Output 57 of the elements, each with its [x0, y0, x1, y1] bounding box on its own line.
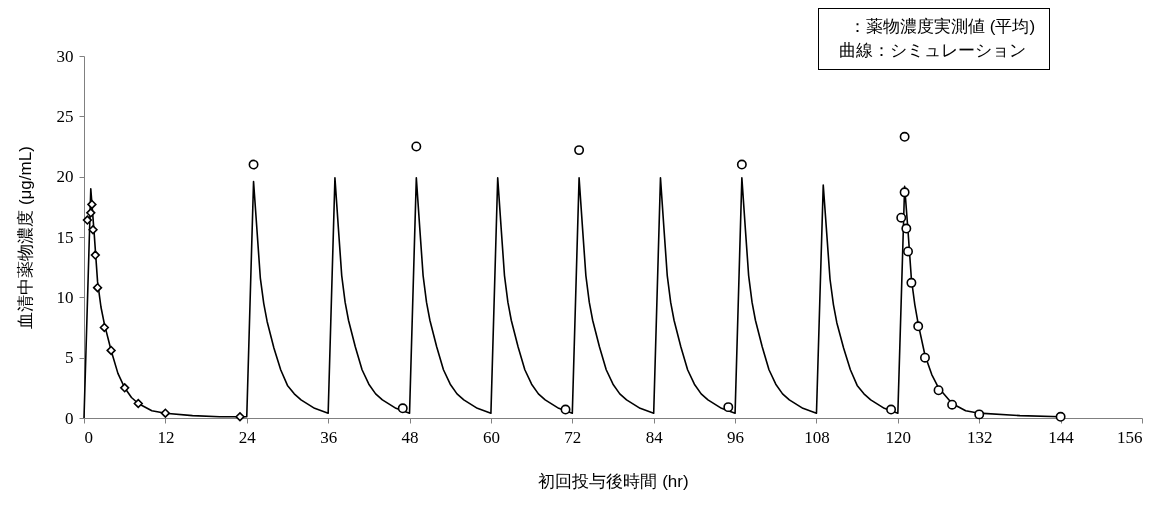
point [248, 159, 259, 170]
point [86, 208, 96, 218]
point [87, 199, 97, 210]
point [899, 131, 910, 142]
point [736, 159, 747, 170]
point [120, 383, 130, 393]
point [133, 398, 143, 409]
point [106, 345, 116, 356]
y-tick-label: 20 [56, 167, 74, 187]
point [896, 212, 907, 223]
point [82, 215, 93, 225]
point [901, 223, 912, 234]
point [947, 399, 958, 410]
point [235, 412, 245, 422]
point [906, 277, 917, 288]
y-tick-label: 25 [56, 106, 74, 126]
point [574, 145, 585, 156]
point [913, 321, 924, 332]
point [411, 141, 422, 152]
y-tick-label: 0 [65, 408, 74, 428]
x-tick-label: 144 [1048, 427, 1075, 447]
x-tick-label: 120 [885, 427, 912, 447]
point [899, 187, 910, 198]
point [919, 352, 930, 363]
x-tick-label: 84 [645, 427, 664, 447]
x-tick-label: 108 [804, 427, 830, 447]
point [974, 409, 985, 420]
x-tick-label: 156 [1117, 427, 1143, 447]
point [933, 385, 944, 396]
x-tick-label: 12 [157, 427, 175, 447]
point [397, 403, 408, 414]
point [1055, 411, 1066, 422]
x-tick-label: 48 [401, 427, 419, 447]
annotation: 曲線：シミュレーション [839, 40, 1027, 62]
x-axis-title: 初回投与後時間 (hr) [538, 471, 689, 491]
y-tick-label: 10 [56, 287, 74, 307]
text: ：薬物濃度実測値 (平均) [848, 16, 1036, 38]
y-axis-title: 血清中薬物濃度 (μg/mL) [15, 146, 35, 329]
y-tick-label: 5 [65, 348, 74, 368]
x-tick-label: 132 [966, 427, 993, 447]
point [99, 322, 110, 333]
point [723, 402, 734, 413]
point [903, 246, 913, 257]
point [88, 225, 98, 235]
y-tick-label: 30 [56, 46, 74, 66]
x-tick-label: 96 [727, 427, 745, 447]
x-tick-label: 60 [482, 427, 500, 447]
x-tick-label: 0 [84, 427, 93, 447]
y-tick-label: 15 [56, 227, 74, 247]
point [886, 404, 897, 415]
point [160, 408, 171, 418]
point [560, 404, 571, 415]
point [92, 283, 103, 293]
point [90, 250, 100, 260]
x-tick-label: 36 [320, 427, 338, 447]
x-tick-label: 24 [238, 427, 257, 447]
x-tick-label: 72 [564, 427, 582, 447]
